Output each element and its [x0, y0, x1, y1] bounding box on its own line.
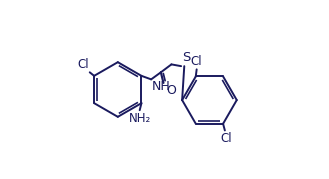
- Text: Cl: Cl: [191, 55, 202, 68]
- Text: S: S: [182, 51, 190, 64]
- Text: NH: NH: [152, 80, 171, 93]
- Text: Cl: Cl: [77, 58, 89, 71]
- Text: NH₂: NH₂: [129, 112, 151, 125]
- Text: Cl: Cl: [220, 132, 232, 145]
- Text: O: O: [167, 84, 177, 97]
